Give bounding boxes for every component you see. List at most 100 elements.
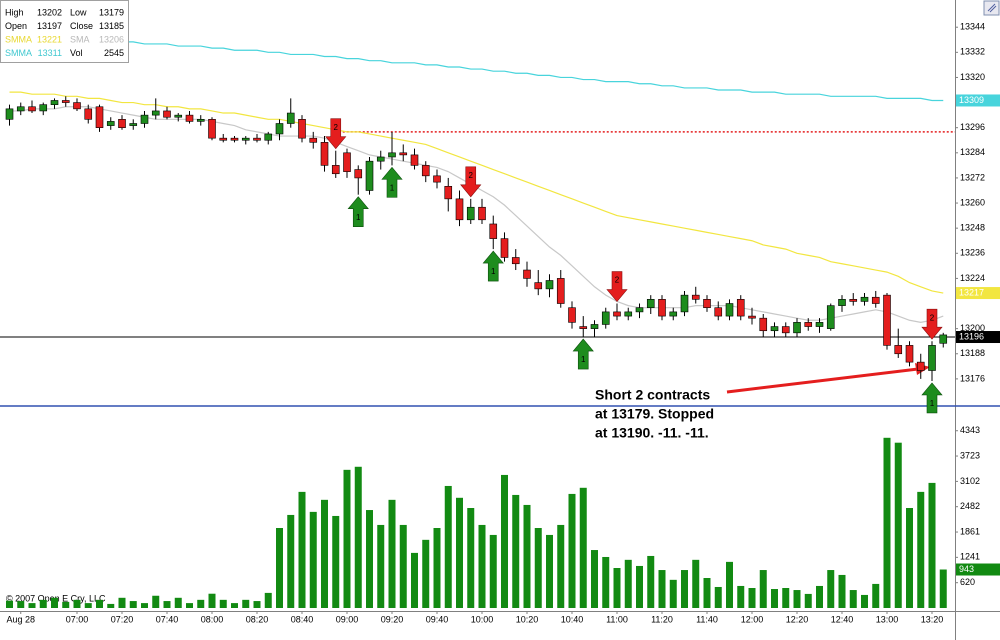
candle-body bbox=[208, 119, 216, 139]
candle-body bbox=[613, 311, 621, 317]
candle-body bbox=[601, 311, 610, 325]
volume-bar bbox=[62, 601, 70, 608]
y-tick-label: 13296 bbox=[960, 122, 985, 132]
signal-arrow: 2 bbox=[921, 308, 943, 340]
arrow-label: 1 bbox=[581, 355, 586, 364]
candle-body bbox=[343, 152, 351, 172]
volume-bar bbox=[444, 485, 452, 608]
y-tick-label: 3723 bbox=[960, 450, 980, 460]
volume-bar bbox=[17, 601, 25, 608]
candle-body bbox=[275, 123, 284, 135]
candle-body bbox=[928, 345, 936, 371]
arrow-label: 2 bbox=[334, 123, 339, 132]
candle-body bbox=[466, 206, 475, 221]
candle-body bbox=[759, 317, 768, 332]
info-box: High 13202 Low 13179 Open 13197 Close 13185 SMMA… bbox=[0, 0, 129, 63]
candle-body bbox=[73, 102, 81, 110]
candle-body bbox=[545, 280, 554, 290]
last-price-label: 13196 bbox=[959, 331, 984, 341]
candle-body bbox=[309, 137, 318, 143]
window-button[interactable] bbox=[983, 0, 1000, 16]
y-tick-label: 13260 bbox=[960, 197, 985, 207]
volume-bar bbox=[669, 579, 677, 608]
volume-bar bbox=[591, 550, 598, 608]
volume-bar bbox=[894, 442, 902, 608]
candle-body bbox=[646, 299, 655, 309]
candle-body bbox=[241, 137, 250, 141]
info-box-frame bbox=[0, 0, 129, 63]
candle-body bbox=[129, 123, 138, 126]
candle-body bbox=[748, 315, 756, 319]
volume-bar bbox=[692, 559, 700, 608]
candle-body bbox=[163, 110, 171, 118]
candle-body bbox=[320, 142, 329, 166]
volume-bar bbox=[501, 474, 508, 608]
x-tick-label: 09:40 bbox=[426, 614, 449, 624]
y-tick-label: 3102 bbox=[960, 476, 980, 486]
info-label: Open bbox=[5, 21, 27, 31]
candle-body bbox=[714, 307, 723, 317]
candle-body bbox=[264, 133, 273, 141]
button-icon bbox=[989, 5, 997, 13]
x-tick-label: 09:20 bbox=[381, 614, 404, 624]
candle-body bbox=[84, 108, 93, 120]
candle-body bbox=[624, 311, 633, 317]
candle-body bbox=[196, 119, 205, 122]
sell-arrow bbox=[460, 166, 482, 198]
volume-bar bbox=[51, 597, 58, 608]
candle-body bbox=[376, 156, 385, 162]
y-tick-label: 2482 bbox=[960, 501, 980, 511]
value-tag bbox=[956, 94, 1000, 107]
value-tag-label: 13309 bbox=[959, 95, 984, 105]
value-tag bbox=[956, 563, 1000, 576]
volume-bar bbox=[793, 590, 801, 608]
y-tick-label: 13248 bbox=[960, 223, 985, 233]
volume-bar bbox=[354, 466, 362, 608]
annotation-text: at 13179. Stopped bbox=[595, 406, 714, 422]
candle-body bbox=[489, 223, 498, 239]
candle-body bbox=[5, 108, 14, 120]
volume-bar bbox=[939, 569, 947, 608]
volume-bar bbox=[737, 585, 745, 608]
y-tick-label: 4343 bbox=[960, 425, 980, 435]
x-tick-label: 11:00 bbox=[606, 614, 628, 624]
volume-bar bbox=[422, 539, 430, 608]
candle-body bbox=[658, 299, 666, 317]
volume-bar bbox=[219, 599, 227, 608]
volume-bar bbox=[264, 592, 272, 608]
candle-body bbox=[455, 198, 464, 221]
x-tick-label: 12:00 bbox=[741, 614, 764, 624]
volume-bar bbox=[546, 534, 553, 608]
volume-bar bbox=[96, 599, 103, 608]
candle-body bbox=[815, 322, 824, 327]
candle-body bbox=[253, 137, 261, 141]
candle-body bbox=[410, 154, 419, 166]
volume-bar bbox=[557, 524, 565, 608]
candle-body bbox=[691, 294, 700, 300]
value-tag-label: 943 bbox=[959, 564, 974, 574]
candle-body bbox=[534, 282, 543, 290]
signal-arrow: 2 bbox=[606, 271, 628, 302]
signal-arrow: 2 bbox=[460, 166, 482, 198]
candle-body bbox=[421, 165, 430, 177]
volume-bar bbox=[332, 515, 340, 608]
candle-body bbox=[826, 305, 835, 329]
x-tick-label: 13:00 bbox=[876, 614, 899, 624]
candle-body bbox=[781, 326, 790, 334]
signal-arrow: 1 bbox=[381, 166, 403, 198]
candle-body bbox=[523, 269, 531, 279]
volume-bar bbox=[377, 524, 385, 608]
volume-bar bbox=[771, 589, 778, 608]
candle-body bbox=[140, 114, 149, 124]
volume-bar bbox=[163, 601, 171, 608]
volume-bar bbox=[174, 597, 182, 608]
candle-body bbox=[703, 299, 711, 309]
info-value: 13197 bbox=[37, 21, 62, 31]
volume-bar bbox=[726, 561, 733, 608]
candle-body bbox=[174, 114, 183, 118]
info-value: 13206 bbox=[99, 34, 124, 44]
arrow-shaft bbox=[726, 367, 919, 394]
volume-bar bbox=[309, 511, 317, 608]
volume-bar bbox=[906, 508, 913, 608]
value-tag bbox=[956, 287, 1000, 300]
